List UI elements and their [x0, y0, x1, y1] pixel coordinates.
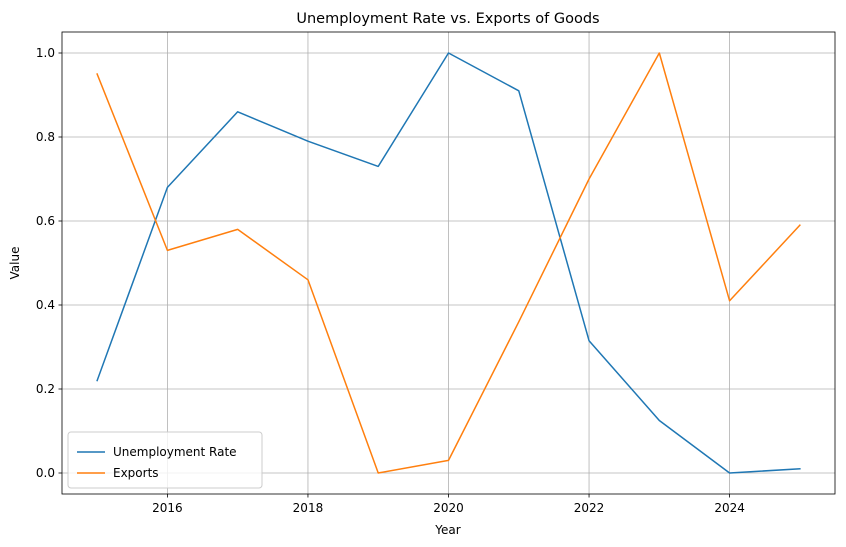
- legend-label: Unemployment Rate: [113, 445, 237, 459]
- legend-label: Exports: [113, 466, 159, 480]
- y-tick-label: 0.6: [36, 214, 55, 228]
- x-tick-label: 2016: [152, 501, 183, 515]
- series-lines: [96, 52, 801, 474]
- y-tick-label: 0.2: [36, 382, 55, 396]
- x-tick-label: 2020: [433, 501, 464, 515]
- chart-title: Unemployment Rate vs. Exports of Goods: [296, 11, 599, 27]
- x-tick-label: 2018: [293, 501, 324, 515]
- y-tick-label: 0.0: [36, 466, 55, 480]
- legend-box: [67, 431, 263, 489]
- x-axis: 2016 2018 2020 2022 2024: [152, 494, 745, 515]
- legend: Unemployment Rate Exports: [67, 431, 263, 489]
- y-axis: 0.0 0.2 0.4 0.6 0.8 1.0: [36, 46, 62, 480]
- series-line-0: [96, 52, 801, 474]
- x-tick-label: 2024: [714, 501, 745, 515]
- series-line-1: [96, 52, 801, 474]
- y-tick-label: 1.0: [36, 46, 55, 60]
- x-axis-label: Year: [434, 523, 460, 537]
- x-tick-label: 2022: [574, 501, 605, 515]
- y-axis-label: Value: [8, 247, 22, 280]
- y-tick-label: 0.8: [36, 130, 55, 144]
- y-tick-label: 0.4: [36, 298, 55, 312]
